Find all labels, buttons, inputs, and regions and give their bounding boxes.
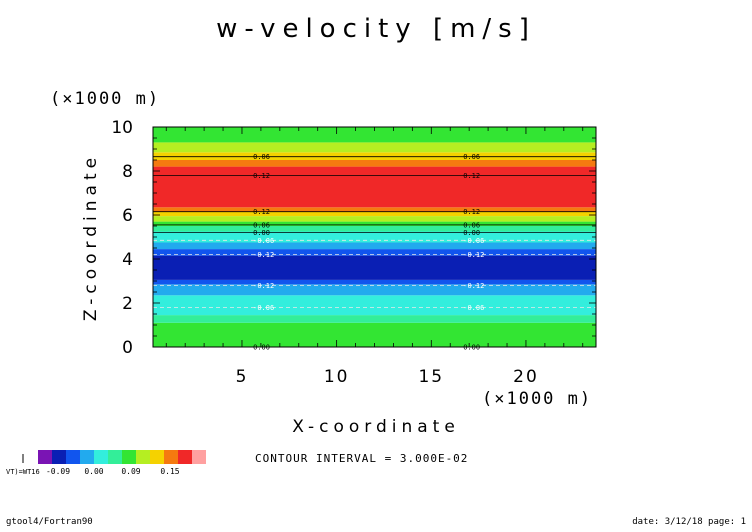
y-tick-label: 0 xyxy=(122,338,133,358)
contour-label: 0.12 xyxy=(253,172,270,180)
tick-marks xyxy=(153,126,596,348)
contour-label: -0.12 xyxy=(463,251,484,259)
contour-band xyxy=(153,322,596,347)
contour-label: -0.06 xyxy=(463,237,484,245)
colorbar-swatch xyxy=(52,450,66,464)
colorbar-left-label: VT)=WT16 xyxy=(6,468,40,476)
contour-band xyxy=(153,166,596,208)
colorbar-swatch xyxy=(108,450,122,464)
colorbar-swatch xyxy=(94,450,108,464)
colorbar-swatch xyxy=(122,450,136,464)
colorbar-swatch xyxy=(38,450,52,464)
contour-band xyxy=(153,160,596,167)
contour-label: 0.12 xyxy=(463,208,480,216)
contour-band xyxy=(153,295,596,316)
y-tick-label: 6 xyxy=(122,206,133,226)
contour-band xyxy=(153,242,596,250)
contour-band xyxy=(153,216,596,222)
contour-band xyxy=(153,231,596,243)
x-axis-label: X-coordinate xyxy=(292,417,460,437)
x-tick-label: 5 xyxy=(236,367,249,387)
contour-band xyxy=(153,249,596,256)
contour-band xyxy=(153,152,596,160)
plot-frame xyxy=(152,126,597,348)
contour-label: 0.00 xyxy=(463,229,480,237)
colorbar-swatch xyxy=(66,450,80,464)
colorbar-swatch xyxy=(80,450,94,464)
y-tick-label: 2 xyxy=(122,294,133,314)
y-axis-label: Z-coordinate xyxy=(81,153,101,321)
contour-label: -0.06 xyxy=(253,304,274,312)
contour-label: 0.06 xyxy=(463,221,480,229)
contour-band xyxy=(153,284,596,296)
contour-band xyxy=(153,255,596,280)
contour-label: -0.06 xyxy=(253,237,274,245)
colorbar-swatch xyxy=(178,450,192,464)
contour-label: -0.12 xyxy=(253,251,274,259)
x-tick-labels: 5 10 15 20 xyxy=(236,367,539,387)
colorbar-swatch xyxy=(136,450,150,464)
x-unit-label: (×1000 m) xyxy=(482,389,592,409)
colorbar-label: 0.00 xyxy=(84,467,103,476)
contour-band xyxy=(153,226,596,232)
colorbar: -0.09 0.00 0.09 0.15 xyxy=(38,450,206,476)
x-tick-label: 15 xyxy=(418,367,444,387)
footer-left: gtool4/Fortran90 xyxy=(6,517,93,527)
y-tick-label: 8 xyxy=(122,162,133,182)
y-tick-label: 10 xyxy=(111,118,133,138)
contour-band xyxy=(153,207,596,212)
contour-interval-text: CONTOUR INTERVAL = 3.000E-02 xyxy=(255,452,468,465)
contour-band xyxy=(153,221,596,226)
y-unit-label: (×1000 m) xyxy=(50,89,160,109)
contour-label: -0.12 xyxy=(463,282,484,290)
x-tick-label: 10 xyxy=(324,367,350,387)
colorbar-swatch xyxy=(164,450,178,464)
contour-band xyxy=(153,127,596,143)
contour-label: -0.06 xyxy=(463,304,484,312)
contour-label: -0.12 xyxy=(253,282,274,290)
contour-band xyxy=(153,211,596,217)
contour-label: 0.06 xyxy=(253,153,270,161)
contour-band xyxy=(153,142,596,153)
chart-title: w-velocity [m/s] xyxy=(216,14,536,44)
contour-label: 0.12 xyxy=(253,208,270,216)
colorbar-label: 0.09 xyxy=(121,467,140,476)
contour-band xyxy=(153,315,596,323)
contour-label: 0.06 xyxy=(253,221,270,229)
colorbar-swatch xyxy=(192,450,206,464)
contour-label: 0.00 xyxy=(253,229,270,237)
contour-band xyxy=(153,279,596,285)
contour-label: 0.06 xyxy=(463,153,480,161)
contour-fill-bands xyxy=(153,127,596,347)
y-tick-labels: 0 2 4 6 8 10 xyxy=(111,118,133,358)
colorbar-label: 0.15 xyxy=(160,467,179,476)
colorbar-label: -0.09 xyxy=(46,467,70,476)
contour-label: 0.12 xyxy=(463,172,480,180)
colorbar-swatch xyxy=(150,450,164,464)
footer-right: date: 3/12/18 page: 1 xyxy=(632,517,746,527)
x-tick-label: 20 xyxy=(513,367,539,387)
y-tick-label: 4 xyxy=(122,250,133,270)
